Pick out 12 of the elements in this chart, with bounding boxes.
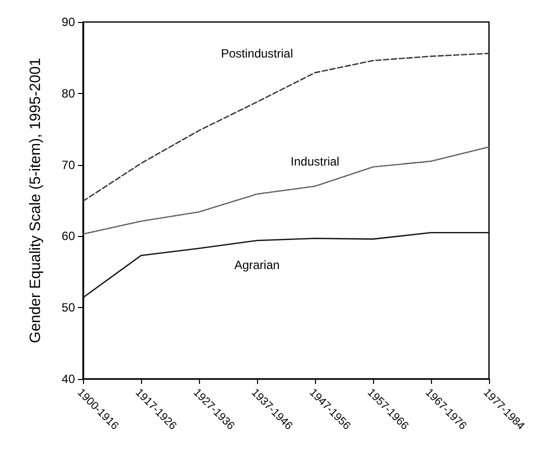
y-tick-label: 40	[62, 372, 76, 386]
y-tick-label: 70	[62, 158, 76, 172]
y-tick-label: 90	[62, 15, 76, 29]
series-label: Industrial	[290, 154, 340, 169]
y-tick-label: 80	[62, 86, 76, 100]
y-axis-title: Gender Equality Scale (5-item), 1995-2001	[27, 58, 44, 344]
line-series	[82, 232, 490, 298]
line-series	[82, 146, 490, 235]
series-label: Postindustrial	[220, 46, 294, 60]
series-label: Agrarian	[234, 258, 280, 272]
y-tick-label: 60	[62, 229, 76, 244]
y-tick-label: 50	[62, 300, 76, 315]
